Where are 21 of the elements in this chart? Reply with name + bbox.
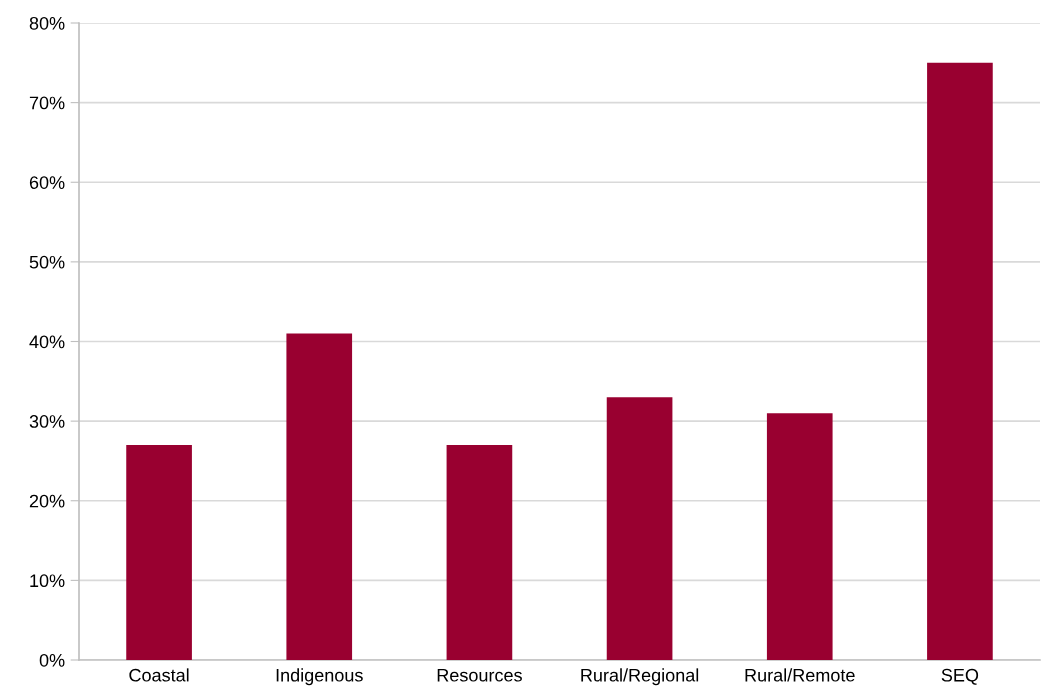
bar xyxy=(126,445,192,660)
x-tick-label: Indigenous xyxy=(276,668,363,686)
bar xyxy=(766,413,833,660)
x-tick-label: Resources xyxy=(437,669,522,682)
y-tick-label: 30% xyxy=(29,415,65,428)
x-tick-label: Coastal xyxy=(129,668,189,682)
x-tick-label: Rural/Remote xyxy=(745,668,855,682)
bar xyxy=(927,62,993,660)
y-tick-label: 70% xyxy=(29,96,65,110)
bar xyxy=(286,333,353,660)
y-tick-label: 50% xyxy=(29,255,65,269)
bar xyxy=(606,397,673,660)
y-tick-label: 40% xyxy=(29,335,65,349)
y-tick-label: 60% xyxy=(29,176,65,189)
y-tick-label: 80% xyxy=(29,16,65,30)
y-tick-label: 0% xyxy=(39,653,65,667)
y-tick-label: 10% xyxy=(30,574,65,588)
x-tick-label: SEQ xyxy=(941,668,979,685)
y-tick-label: 20% xyxy=(29,494,65,508)
bar xyxy=(446,445,513,660)
x-tick-label: Rural/Regional xyxy=(581,668,699,686)
